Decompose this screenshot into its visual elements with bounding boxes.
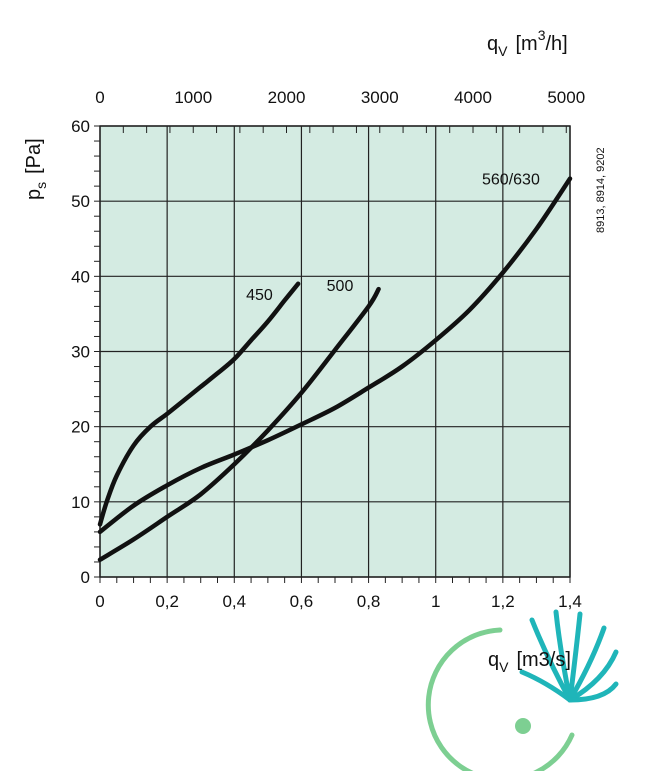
x-tick-label: 0,4	[222, 592, 246, 611]
logo-blade	[567, 649, 619, 703]
x-tick-label: 1	[431, 592, 440, 611]
x-tick-label: 1,2	[491, 592, 515, 611]
logo-blade	[567, 611, 583, 703]
y-tick-label: 40	[71, 267, 90, 286]
y-tick-label: 20	[71, 418, 90, 437]
y-tick-label: 50	[71, 192, 90, 211]
x-tick-labels: 0 0,2 0,4 0,6 0,8 1 1,2 1,4	[95, 592, 582, 611]
fan-company-logo	[425, 609, 619, 771]
minor-ticks	[94, 125, 571, 583]
series-label-500: 500	[327, 278, 354, 295]
top-tick-labels: 0 1000 2000 3000 4000 5000	[95, 88, 585, 107]
x-tick-label: 0,2	[155, 592, 179, 611]
logo-blade	[529, 617, 573, 703]
series-line-450	[97, 281, 301, 527]
logo-ring	[425, 627, 575, 771]
series-labels: 450 500 560/630	[246, 172, 540, 304]
top-tick-label: 0	[95, 88, 104, 107]
plot-frame	[99, 125, 571, 578]
y-tick-label: 10	[71, 493, 90, 512]
top-tick-label: 1000	[174, 88, 212, 107]
y-axis-label: ps[Pa]	[23, 138, 49, 200]
logo-dot	[515, 718, 531, 734]
y-tick-labels: 0 10 20 30 40 50 60	[71, 117, 90, 587]
logo-blades	[519, 609, 619, 703]
series-layer	[97, 176, 573, 562]
logo-blade	[519, 669, 573, 703]
bottom-axis-label: qV [m3/s]	[488, 649, 571, 675]
logo-blade	[567, 625, 607, 703]
y-tick-label: 30	[71, 343, 90, 362]
x-tick-label: 1,4	[558, 592, 582, 611]
x-tick-label: 0	[95, 592, 104, 611]
series-label-560-630: 560/630	[482, 172, 540, 189]
top-tick-label: 4000	[454, 88, 492, 107]
logo-blade	[553, 609, 573, 703]
top-tick-label: 3000	[361, 88, 399, 107]
top-axis-label: qV [m3/h]	[487, 27, 568, 59]
top-tick-label: 2000	[268, 88, 306, 107]
side-note: 8913, 8914, 9202	[595, 147, 607, 233]
series-line-560-630	[97, 176, 573, 535]
y-tick-label: 60	[71, 117, 90, 136]
series-label-450: 450	[246, 287, 273, 304]
logo-blade	[567, 681, 619, 703]
top-tick-label: 5000	[547, 88, 585, 107]
y-tick-label: 0	[81, 568, 90, 587]
x-tick-label: 0,6	[290, 592, 314, 611]
x-tick-label: 0,8	[357, 592, 381, 611]
